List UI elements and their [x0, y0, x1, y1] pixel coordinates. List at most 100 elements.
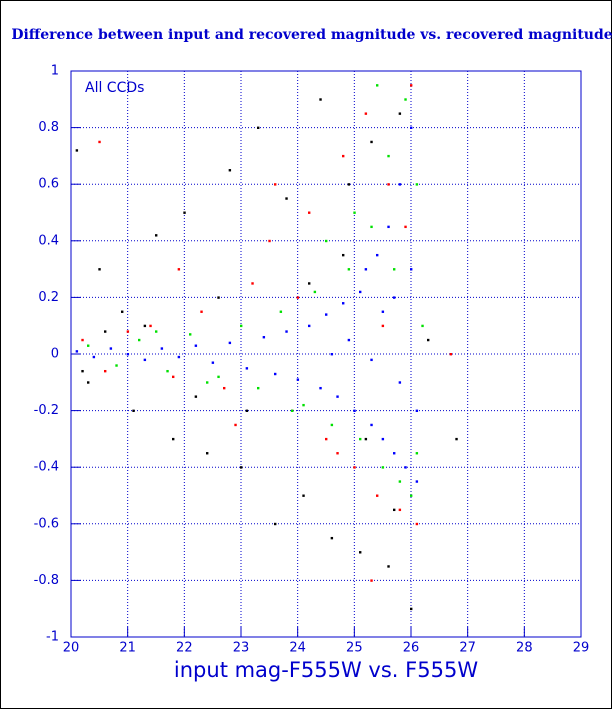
point [274, 522, 277, 526]
point [415, 409, 419, 412]
point [274, 372, 277, 376]
point [302, 494, 305, 497]
point [364, 437, 368, 441]
point [75, 350, 79, 353]
point [325, 239, 328, 243]
point [342, 154, 345, 158]
point [98, 268, 101, 271]
point [370, 579, 373, 582]
point [228, 341, 232, 345]
point [217, 296, 220, 299]
point [325, 313, 328, 316]
point [359, 551, 362, 554]
point [415, 452, 419, 455]
point [296, 378, 300, 381]
point [415, 183, 419, 186]
point [376, 253, 379, 257]
point [370, 225, 373, 229]
point [319, 98, 322, 101]
y-tick-label: -0.6 [34, 516, 59, 531]
point [240, 466, 243, 469]
point [291, 409, 294, 412]
point [376, 84, 379, 87]
point [347, 338, 351, 342]
point [364, 268, 368, 271]
chart-title: Difference between input and recovered m… [11, 27, 612, 43]
point [177, 355, 181, 359]
point [325, 437, 328, 441]
point [398, 112, 402, 115]
point [330, 536, 334, 540]
point [279, 310, 283, 313]
point [104, 369, 107, 373]
x-tick-label: 27 [459, 641, 476, 656]
point [223, 386, 226, 390]
point [115, 364, 118, 367]
point [353, 466, 356, 469]
x-tick-label: 28 [516, 641, 533, 656]
point [143, 324, 147, 328]
point [308, 211, 311, 214]
point [92, 355, 96, 359]
point [166, 369, 169, 373]
point [132, 409, 135, 412]
point [427, 338, 430, 342]
point [177, 268, 181, 271]
point [353, 409, 356, 412]
point [149, 324, 152, 328]
point [245, 367, 249, 370]
point [308, 324, 311, 328]
y-tick-label: 0.6 [38, 177, 59, 192]
point [217, 375, 220, 379]
point [194, 395, 198, 398]
y-tick-label: -1 [46, 630, 59, 645]
point [200, 310, 203, 313]
x-tick-label: 20 [63, 641, 80, 656]
point [251, 282, 254, 285]
x-tick-label: 25 [346, 641, 363, 656]
y-tick-label: -0.2 [34, 403, 59, 418]
x-tick-label: 26 [403, 641, 420, 656]
point [234, 423, 237, 427]
point [410, 268, 413, 271]
point [274, 183, 277, 186]
point [87, 381, 90, 384]
point [330, 353, 334, 356]
point [404, 98, 407, 101]
point [296, 296, 300, 299]
x-tick-label: 24 [289, 641, 306, 656]
point [359, 290, 362, 294]
point [381, 437, 385, 441]
y-tick-label: 1 [51, 64, 59, 79]
point [206, 381, 209, 384]
point [449, 353, 453, 356]
y-tick-label: 0.2 [38, 290, 59, 305]
point [398, 480, 402, 483]
point [189, 333, 192, 336]
point [404, 466, 407, 469]
point [370, 423, 373, 427]
point [381, 324, 385, 328]
point [381, 310, 385, 313]
point [393, 268, 396, 271]
point [404, 225, 407, 229]
point [172, 437, 175, 441]
point [387, 154, 390, 158]
points [75, 84, 458, 611]
y-tick-label: 0 [51, 347, 59, 362]
annotation: All CCDs [85, 80, 144, 96]
x-tick-label: 29 [573, 641, 590, 656]
point [155, 330, 158, 333]
point [347, 183, 351, 186]
point [104, 330, 107, 333]
y-tick-label: 0.8 [38, 120, 59, 135]
point [393, 452, 396, 455]
point [370, 358, 373, 362]
point [387, 225, 390, 229]
point [415, 480, 419, 483]
point [285, 197, 288, 200]
point [257, 126, 260, 129]
point [211, 361, 215, 364]
point [410, 607, 413, 611]
point [121, 310, 124, 313]
